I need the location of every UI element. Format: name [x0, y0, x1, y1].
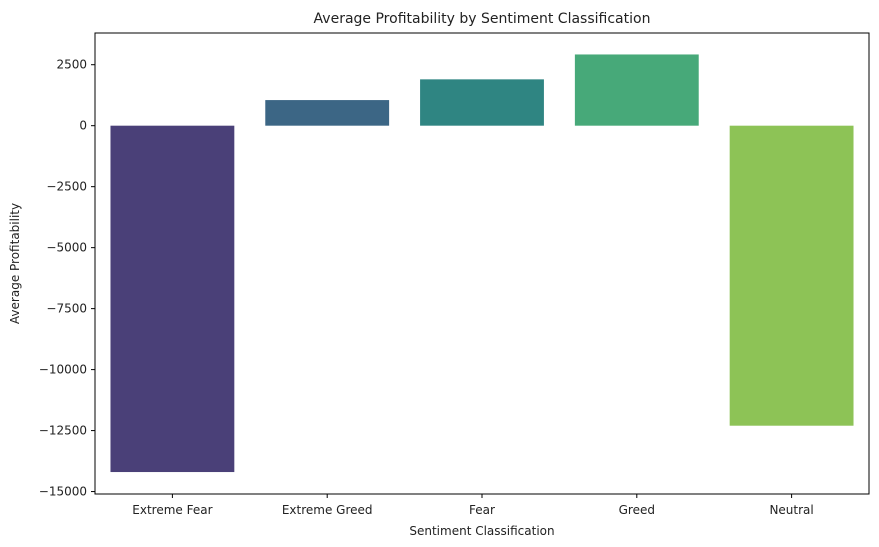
x-tick-label-extreme-fear: Extreme Fear [132, 503, 212, 517]
x-tick-label-greed: Greed [619, 503, 655, 517]
bars-group [110, 54, 854, 473]
y-tick-label: −5000 [46, 241, 87, 255]
x-axis-title: Sentiment Classification [409, 524, 554, 538]
x-tick-label-neutral: Neutral [769, 503, 813, 517]
y-tick-label: −2500 [46, 180, 87, 194]
bar-neutral [729, 125, 854, 426]
y-tick-label: 2500 [56, 58, 87, 72]
x-tick-label-extreme-greed: Extreme Greed [282, 503, 373, 517]
y-tick-label: −7500 [46, 302, 87, 316]
y-axis-title: Average Profitability [8, 203, 22, 324]
plot-frame [94, 32, 870, 495]
bar-extreme-fear [110, 125, 235, 473]
y-tick-label: −12500 [39, 424, 87, 438]
y-tick-label: −10000 [39, 363, 87, 377]
x-axis-ticks: Extreme Fear Extreme Greed Fear Greed Neutra… [132, 494, 814, 517]
bar-extreme-greed [265, 100, 390, 126]
y-tick-label: 0 [79, 119, 87, 133]
chart-title: Average Profitability by Sentiment Class… [314, 11, 651, 27]
bar-greed [574, 54, 699, 126]
bar-fear [420, 79, 544, 126]
x-tick-label-fear: Fear [469, 503, 495, 517]
y-axis-ticks: 2500 0 −2500 −5000 −7500 −10000 −12500 −15000 [39, 58, 95, 499]
y-tick-label: −15000 [39, 485, 87, 499]
